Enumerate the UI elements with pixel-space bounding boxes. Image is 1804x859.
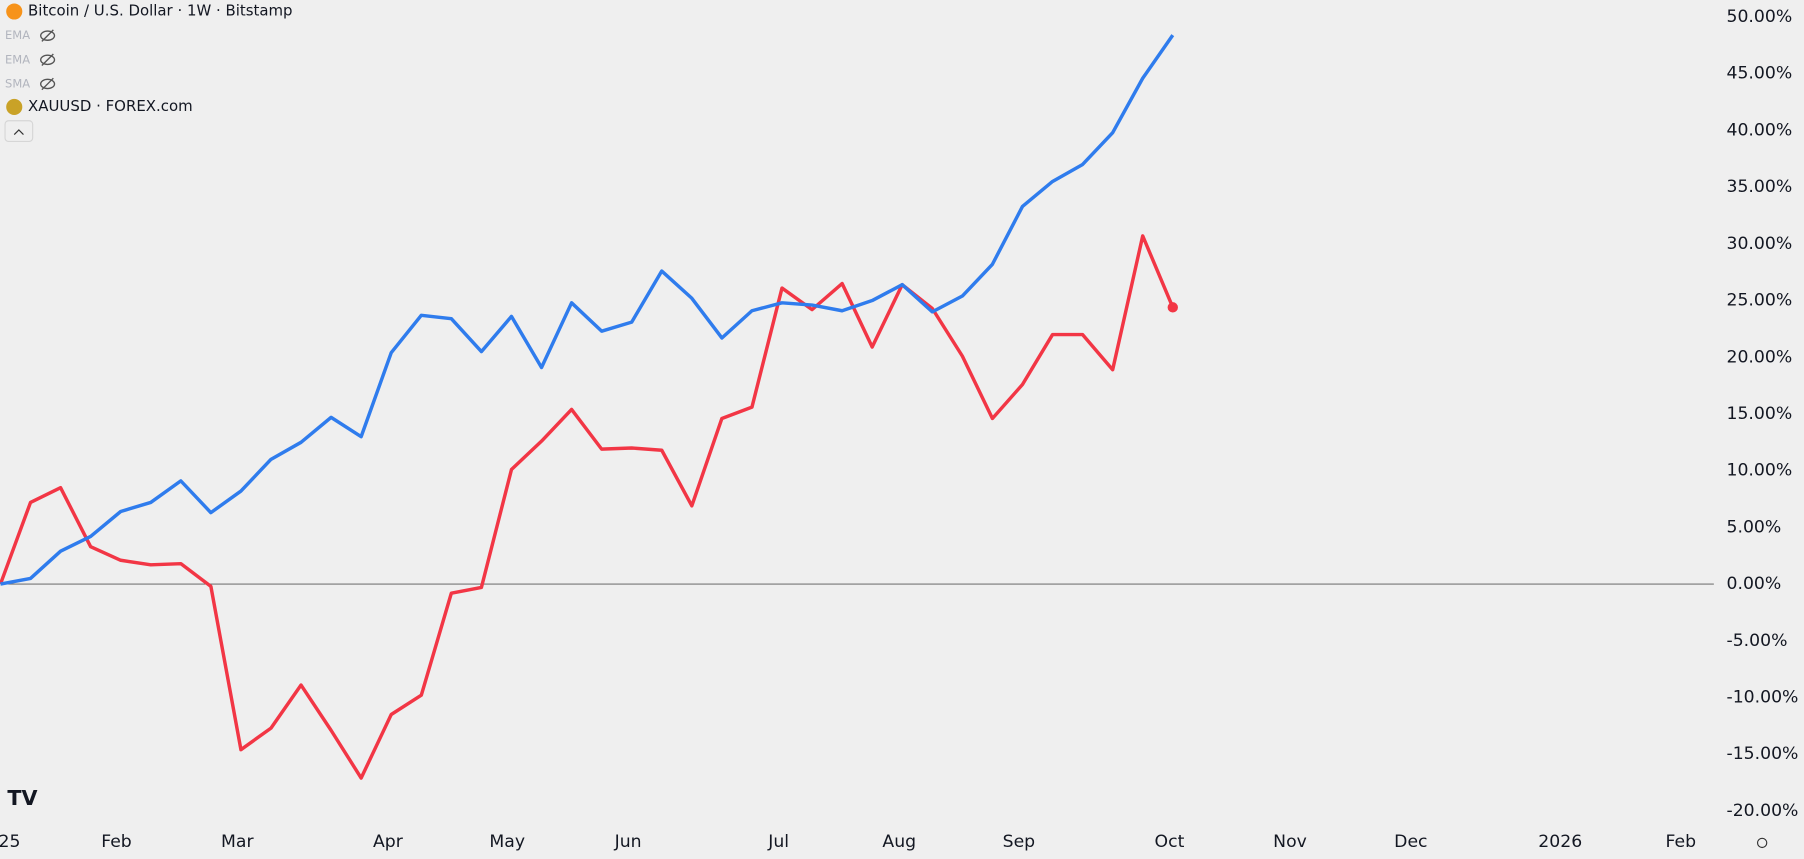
y-tick-label: 0.00% — [1727, 574, 1782, 594]
x-tick-label: Apr — [373, 832, 404, 852]
y-tick-label: 40.00% — [1727, 120, 1793, 140]
x-tick-label: Dec — [1394, 832, 1427, 852]
collapse-button[interactable] — [4, 120, 34, 143]
y-tick-label: 15.00% — [1727, 404, 1793, 424]
y-tick-label: -20.00% — [1727, 801, 1799, 821]
y-tick-label: 20.00% — [1727, 347, 1793, 367]
chevron — [13, 129, 24, 135]
xau-icon — [6, 98, 23, 115]
x-tick-label: Mar — [221, 832, 254, 852]
y-tick-label: 25.00% — [1727, 291, 1793, 311]
x-tick-label: 25 — [0, 832, 20, 852]
x-tick-label: Feb — [1666, 832, 1697, 852]
y-tick-label: -10.00% — [1727, 687, 1799, 707]
series-line — [0, 34, 1175, 586]
indicator[interactable]: EMA — [5, 28, 30, 42]
x-tick-label: May — [489, 832, 525, 852]
x-tick-label: Nov — [1273, 832, 1307, 852]
logo: TV — [7, 786, 37, 810]
x-tick-label: Feb — [101, 832, 132, 852]
x-tick-label: Jun — [614, 832, 642, 852]
x-tick-label: Sep — [1003, 832, 1035, 852]
series-line — [0, 234, 1175, 780]
plot — [0, 34, 1714, 780]
indicator[interactable]: SMA — [5, 76, 30, 90]
y-tick-label: -5.00% — [1727, 631, 1788, 651]
x-tick-label: Jul — [767, 832, 789, 852]
y-tick-label: 35.00% — [1727, 177, 1793, 197]
y-tick-label: 30.00% — [1727, 234, 1793, 254]
hidden-icons — [40, 29, 56, 91]
settings-icon[interactable] — [1756, 837, 1768, 849]
y-tick-label: 45.00% — [1727, 64, 1793, 84]
last-point — [1167, 302, 1178, 313]
legend-title[interactable]: Bitcoin / U.S. Dollar · 1W · Bitstamp — [28, 1, 293, 19]
btc-icon — [6, 3, 23, 20]
x-tick-label: 2026 — [1538, 832, 1582, 852]
y-tick-label: 10.00% — [1727, 461, 1793, 481]
x-tick-label: Aug — [882, 832, 916, 852]
x-tick-label: Oct — [1155, 832, 1185, 852]
legend-entry[interactable]: XAUUSD · FOREX.com — [28, 97, 193, 115]
indicator[interactable]: EMA — [5, 52, 30, 66]
y-tick-label: 50.00% — [1727, 7, 1793, 27]
y-tick-label: 5.00% — [1727, 517, 1782, 537]
y-tick-label: -15.00% — [1727, 744, 1799, 764]
